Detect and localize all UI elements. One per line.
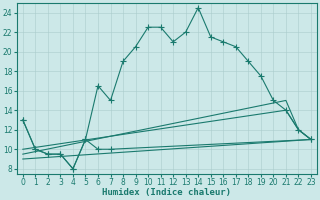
X-axis label: Humidex (Indice chaleur): Humidex (Indice chaleur): [102, 188, 231, 197]
